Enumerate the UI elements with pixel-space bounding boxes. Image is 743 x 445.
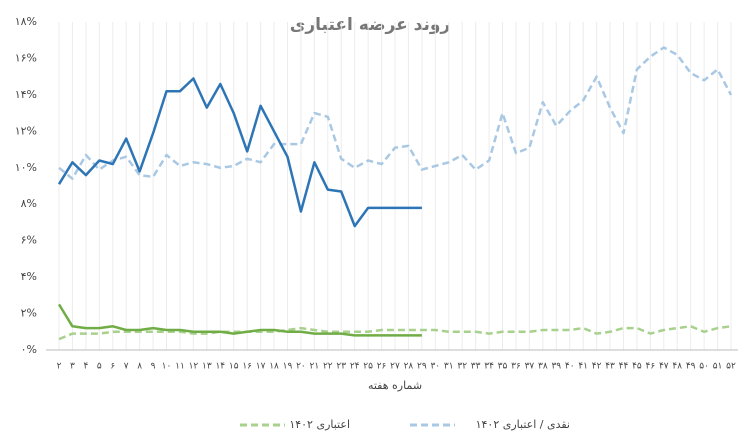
y-tick-label: ۲%: [21, 307, 37, 320]
x-tick-label: ۴۲: [592, 362, 602, 372]
y-tick-label: ۴%: [21, 270, 37, 283]
x-tick-label: ۵: [97, 362, 102, 372]
x-tick-label: ۴: [83, 362, 88, 372]
y-tick-label: ۱۴%: [15, 88, 37, 101]
x-tick-label: ۲: [57, 362, 62, 372]
x-tick-label: ۲۵: [363, 362, 373, 372]
x-tick-label: ۲۰: [296, 362, 306, 372]
x-tick-label: ۲۳: [336, 362, 346, 372]
x-tick-label: ۳۸: [538, 362, 548, 372]
x-tick-label: ۴۴: [619, 362, 629, 372]
x-tick-label: ۲۹: [417, 362, 427, 372]
x-tick-label: ۴۱: [578, 362, 588, 372]
x-tick-label: ۹: [151, 362, 156, 372]
x-tick-label: ۴۰: [565, 362, 575, 372]
x-tick-label: ۳۷: [525, 362, 535, 372]
series-line: [57, 303, 422, 337]
y-tick-label: ۱۸%: [15, 15, 37, 28]
x-tick-label: ۴۵: [632, 362, 642, 372]
chart-title: روند عرضه اعتباری: [290, 15, 450, 35]
x-tick-label: ۲۷: [390, 362, 400, 372]
x-tick-label: ۱۱: [175, 362, 185, 372]
x-tick-label: ۳۴: [484, 362, 494, 372]
x-axis-label: شماره هفته: [368, 379, 422, 392]
x-tick-label: ۱۸: [269, 362, 279, 372]
x-tick-label: ۳۰: [430, 362, 440, 372]
x-tick-label: ۶: [110, 362, 115, 372]
x-tick-label: ۱۴: [215, 362, 225, 372]
series-line: [58, 325, 732, 341]
x-tick-label: ۲۴: [350, 362, 360, 372]
x-tick-label: ۸: [137, 362, 142, 372]
x-tick-label: ۴۶: [646, 362, 656, 372]
x-tick-label: ۲۲: [323, 362, 333, 372]
y-tick-label: ۸%: [21, 197, 37, 210]
x-tick-label: ۵۲: [726, 362, 736, 372]
y-tick-label: ۱۲%: [15, 124, 37, 137]
y-tick-label: ۱۶%: [15, 51, 37, 64]
x-tick-label: ۳: [70, 362, 75, 372]
x-tick-label: ۲۱: [310, 362, 320, 372]
x-tick-label: ۳۹: [551, 362, 561, 372]
x-tick-label: ۲۸: [404, 362, 414, 372]
y-tick-label: ۶%: [21, 234, 37, 247]
x-tick-label: ۱۳: [202, 362, 212, 372]
x-tick-label: ۱۹: [283, 362, 293, 372]
x-tick-label: ۴۸: [672, 362, 682, 372]
x-tick-label: ۳۳: [471, 362, 481, 372]
x-tick-label: ۴۳: [605, 362, 615, 372]
x-tick-label: ۲۶: [377, 362, 387, 372]
y-tick-label: ۰%: [21, 343, 37, 356]
x-tick-label: ۴۷: [659, 362, 669, 372]
legend-label: نقدی / اعتباری ۱۴۰۲: [476, 418, 570, 431]
x-tick-label: ۳۲: [457, 362, 467, 372]
x-tick-label: ۱۷: [256, 362, 266, 372]
y-tick-label: ۱۰%: [15, 161, 37, 174]
x-tick-label: ۳۶: [511, 362, 521, 372]
x-tick-label: ۳۱: [444, 362, 454, 372]
x-tick-label: ۱۰: [162, 362, 172, 372]
x-tick-label: ۱۶: [242, 362, 252, 372]
series-line: [57, 77, 422, 228]
x-tick-label: ۴۹: [686, 362, 696, 372]
x-tick-label: ۵۱: [713, 362, 723, 372]
x-tick-label: ۵۰: [699, 362, 709, 372]
x-tick-label: ۳۵: [498, 362, 508, 372]
x-tick-label: ۱۲: [189, 362, 199, 372]
x-tick-label: ۱۵: [229, 362, 239, 372]
series-line: [58, 46, 733, 180]
x-tick-label: ۷: [124, 362, 129, 372]
legend-label: اعتباری ۱۴۰۲: [289, 418, 350, 431]
